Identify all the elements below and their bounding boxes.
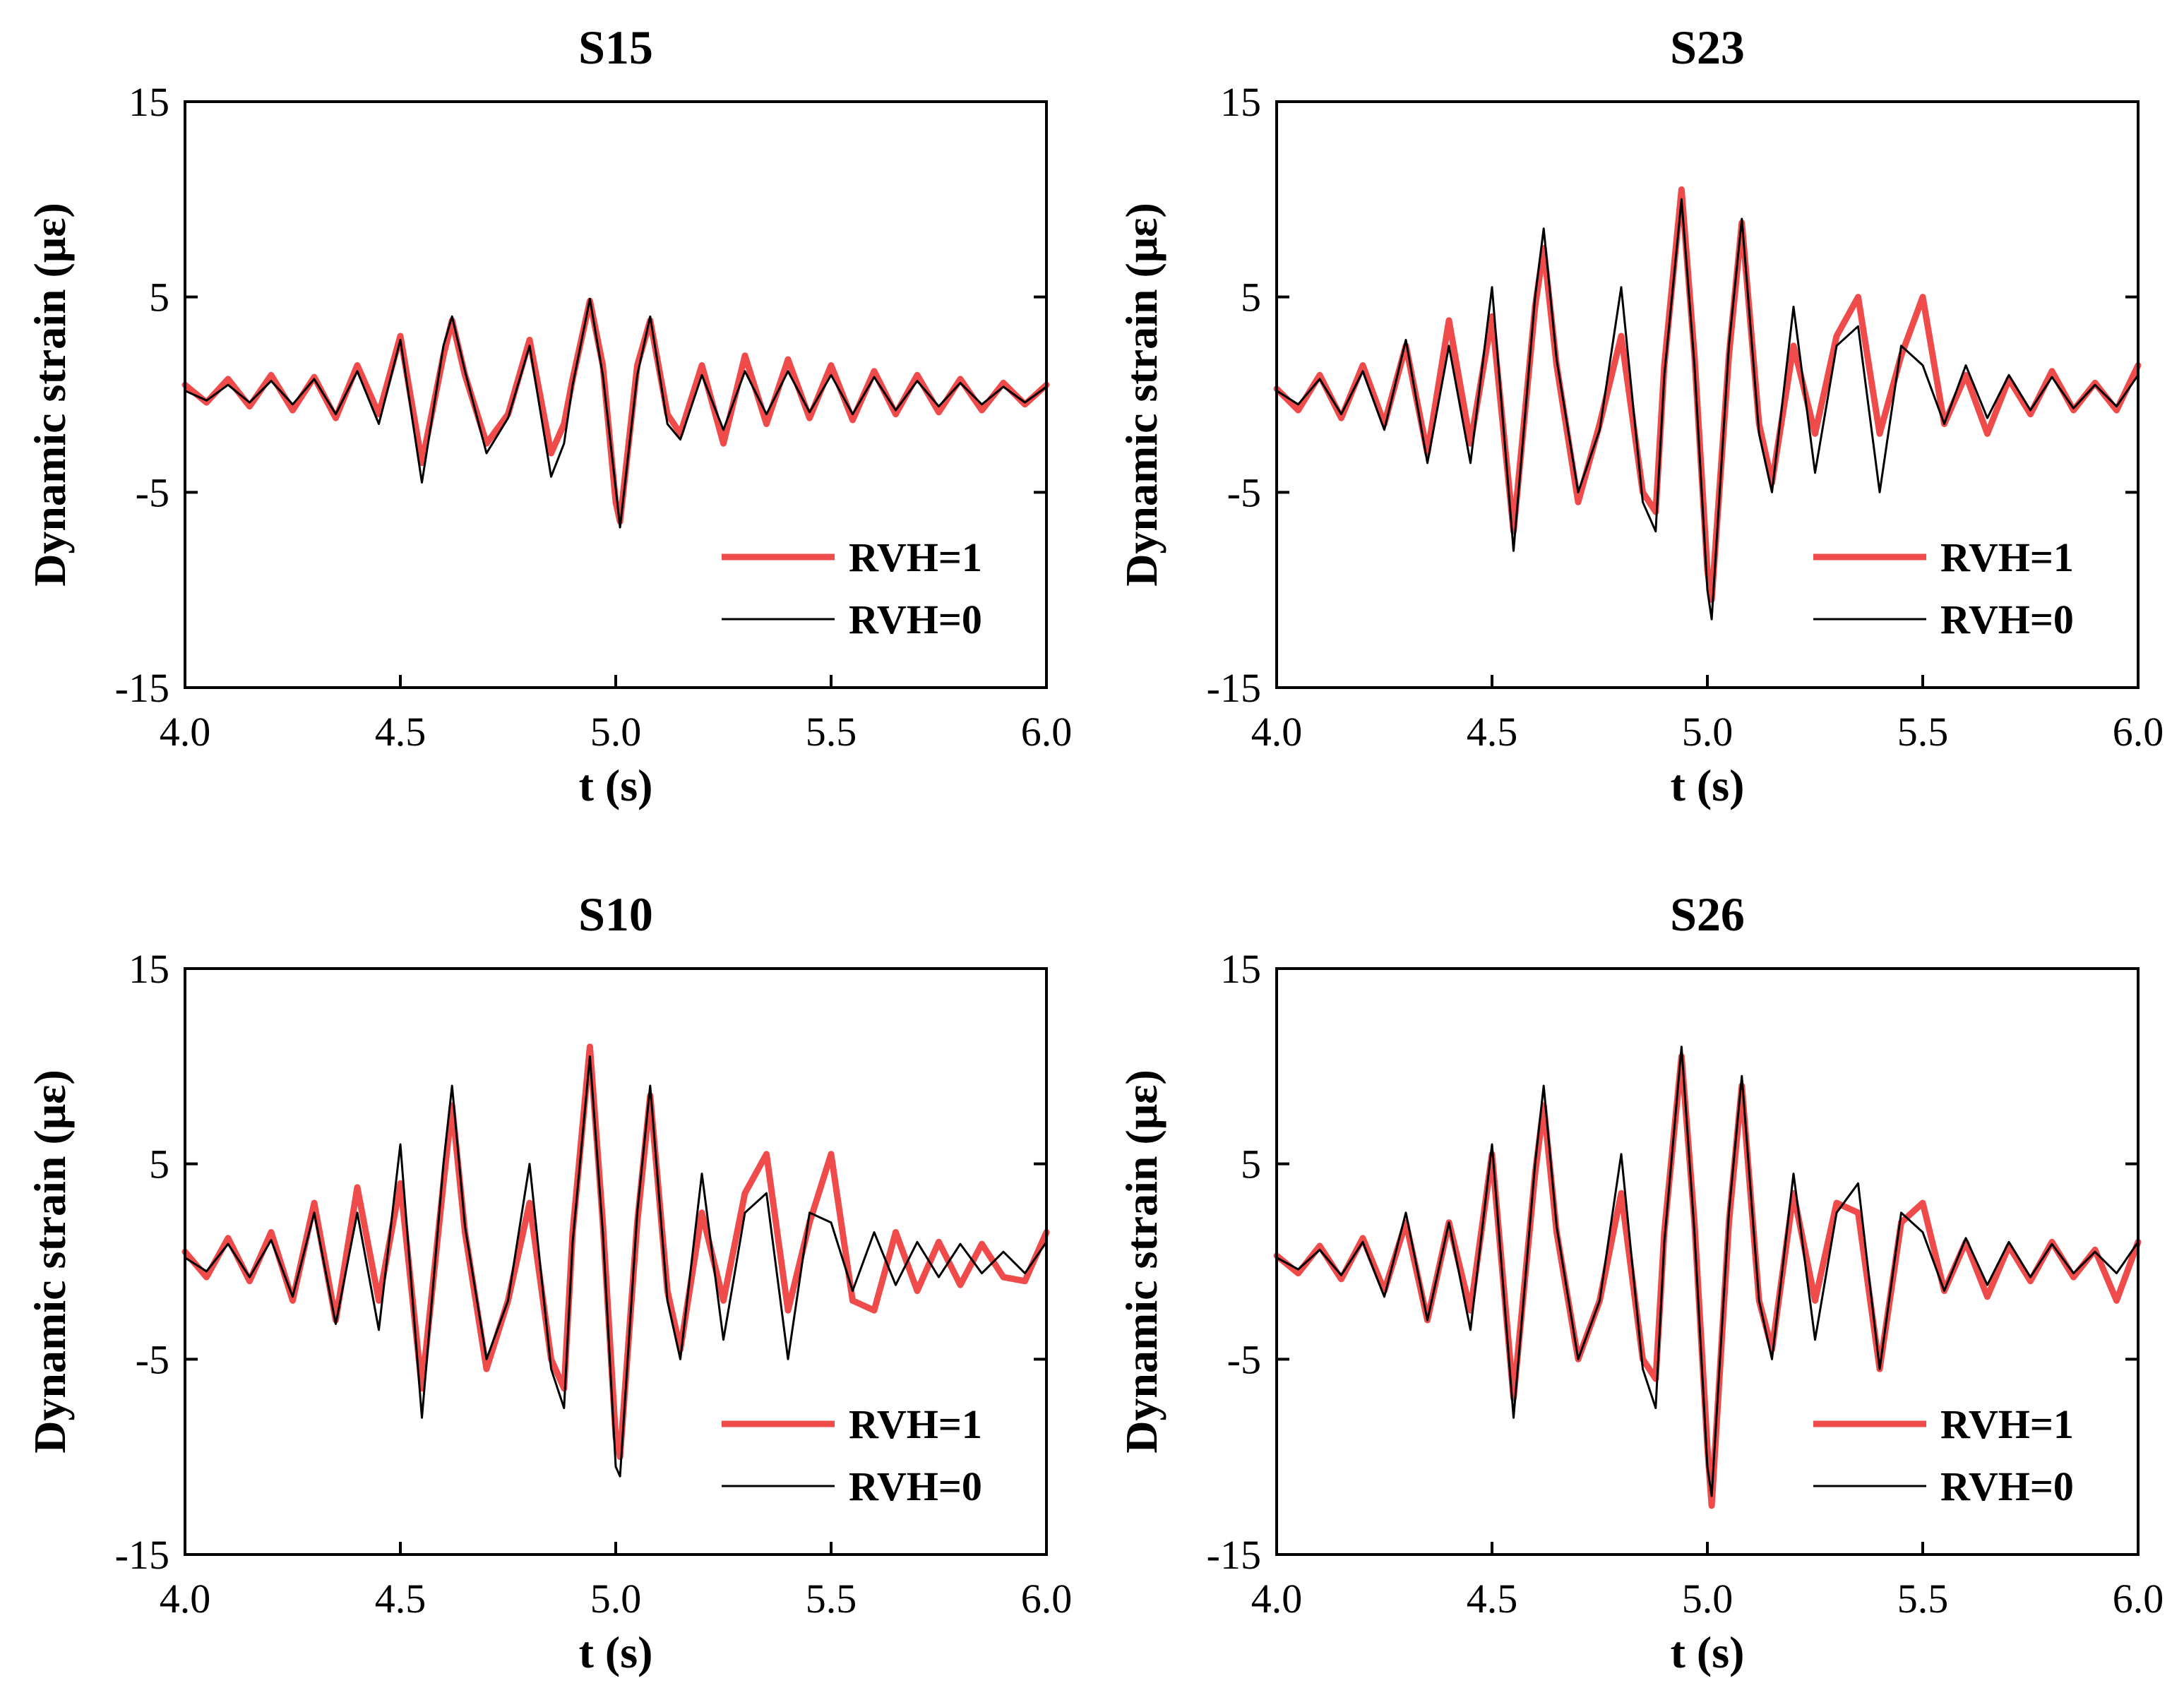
x-axis-label: t (s) (1671, 760, 1745, 810)
panel-s26: S26 4.0 4.5 5.0 5.5 6.0 15 5 -5 -15 Dynamic stra… (1116, 887, 2164, 1677)
y-axis-label: Dynamic strain (με) (25, 1070, 75, 1454)
y-tick-label: -15 (115, 665, 169, 711)
x-tick-label: 5.0 (1682, 1576, 1734, 1622)
y-tick-label: 15 (129, 79, 169, 125)
x-tick-label: 5.5 (806, 1576, 857, 1622)
panel-title: S26 (1670, 887, 1745, 941)
y-tick-label: -15 (1207, 1532, 1261, 1578)
y-tick-label: -15 (1207, 665, 1261, 711)
legend-label-rvh1: RVH=1 (849, 534, 982, 580)
plot-area: 4.0 4.5 5.0 5.5 6.0 15 5 -5 -15 (115, 79, 1073, 755)
panel-s15: S15 4.0 4.5 5.0 5.5 6.0 15 5 -5 -15 Dynamic stra… (25, 20, 1072, 810)
panel-title: S15 (578, 20, 653, 74)
x-tick-label: 4.0 (1251, 709, 1303, 755)
x-tick-label: 4.5 (1467, 1576, 1518, 1622)
series-line-rvh0 (184, 297, 1048, 529)
legend: RVH=1 RVH=0 (1813, 534, 2074, 642)
x-axis-label: t (s) (579, 760, 653, 810)
legend: RVH=1 RVH=0 (1813, 1401, 2074, 1509)
x-tick-label: 4.5 (375, 709, 426, 755)
legend-label-rvh0: RVH=0 (849, 597, 982, 642)
plot-area: 4.0 4.5 5.0 5.5 6.0 15 5 -5 -15 (1207, 946, 2164, 1622)
x-tick-label: 4.0 (1251, 1576, 1303, 1622)
series-line-rvh0 (184, 1055, 1048, 1478)
legend-label-rvh0: RVH=0 (1940, 597, 2074, 642)
y-tick-label: 15 (1220, 946, 1261, 992)
x-tick-label: 6.0 (1021, 1576, 1073, 1622)
y-tick-label: 5 (1241, 1142, 1261, 1187)
x-tick-label: 4.5 (1467, 709, 1518, 755)
plot-area: 4.0 4.5 5.0 5.5 6.0 15 5 -5 -15 (115, 946, 1073, 1622)
legend-label-rvh0: RVH=0 (1940, 1463, 2074, 1509)
panel-title: S23 (1670, 20, 1745, 74)
series-line-rvh0 (1275, 1046, 2140, 1497)
legend-label-rvh1: RVH=1 (1940, 534, 2074, 580)
series-line-rvh0 (1275, 198, 2140, 621)
x-tick-label: 5.0 (1682, 709, 1734, 755)
plot-frame (1275, 967, 2140, 1556)
panel-s23: S23 4.0 4.5 5.0 5.5 6.0 15 5 -5 -15 Dynamic stra… (1116, 20, 2164, 810)
y-tick-label: 5 (149, 275, 169, 321)
y-tick-label: 15 (1220, 79, 1261, 125)
x-tick-label: 6.0 (1021, 709, 1073, 755)
x-tick-label: 6.0 (2113, 709, 2164, 755)
y-tick-label: -5 (1227, 1336, 1261, 1382)
series-line-rvh1 (181, 1043, 1050, 1461)
y-axis-label: Dynamic strain (με) (25, 203, 75, 587)
x-tick-label: 5.5 (806, 709, 857, 755)
y-tick-label: -5 (136, 1336, 169, 1382)
legend-label-rvh0: RVH=0 (849, 1463, 982, 1509)
y-tick-label: -15 (115, 1532, 169, 1578)
panel-s10: S10 4.0 4.5 5.0 5.5 6.0 15 5 -5 -15 Dynamic stra… (25, 887, 1072, 1677)
x-axis-label: t (s) (579, 1627, 653, 1677)
plot-frame (184, 100, 1048, 689)
panel-title: S10 (578, 887, 653, 941)
plot-area: 4.0 4.5 5.0 5.5 6.0 15 5 -5 -15 (1207, 79, 2164, 755)
y-axis-label: Dynamic strain (με) (1116, 203, 1166, 587)
x-tick-label: 4.0 (160, 1576, 211, 1622)
x-tick-label: 5.0 (590, 709, 642, 755)
legend: RVH=1 RVH=0 (722, 534, 982, 642)
x-tick-label: 5.0 (590, 1576, 642, 1622)
y-tick-label: -5 (136, 469, 169, 515)
legend-label-rvh1: RVH=1 (1940, 1401, 2074, 1447)
y-axis-label: Dynamic strain (με) (1116, 1070, 1166, 1454)
y-tick-label: 5 (149, 1142, 169, 1187)
y-tick-label: -5 (1227, 469, 1261, 515)
x-tick-label: 4.0 (160, 709, 211, 755)
x-tick-label: 5.5 (1897, 709, 1949, 755)
plot-frame (1275, 100, 2140, 689)
y-tick-label: 15 (129, 946, 169, 992)
x-tick-label: 6.0 (2113, 1576, 2164, 1622)
x-tick-label: 4.5 (375, 1576, 426, 1622)
y-tick-label: 5 (1241, 275, 1261, 321)
legend-label-rvh1: RVH=1 (849, 1401, 982, 1447)
x-axis-label: t (s) (1671, 1627, 1745, 1677)
x-tick-label: 5.5 (1897, 1576, 1949, 1622)
legend: RVH=1 RVH=0 (722, 1401, 982, 1509)
plot-frame (184, 967, 1048, 1556)
